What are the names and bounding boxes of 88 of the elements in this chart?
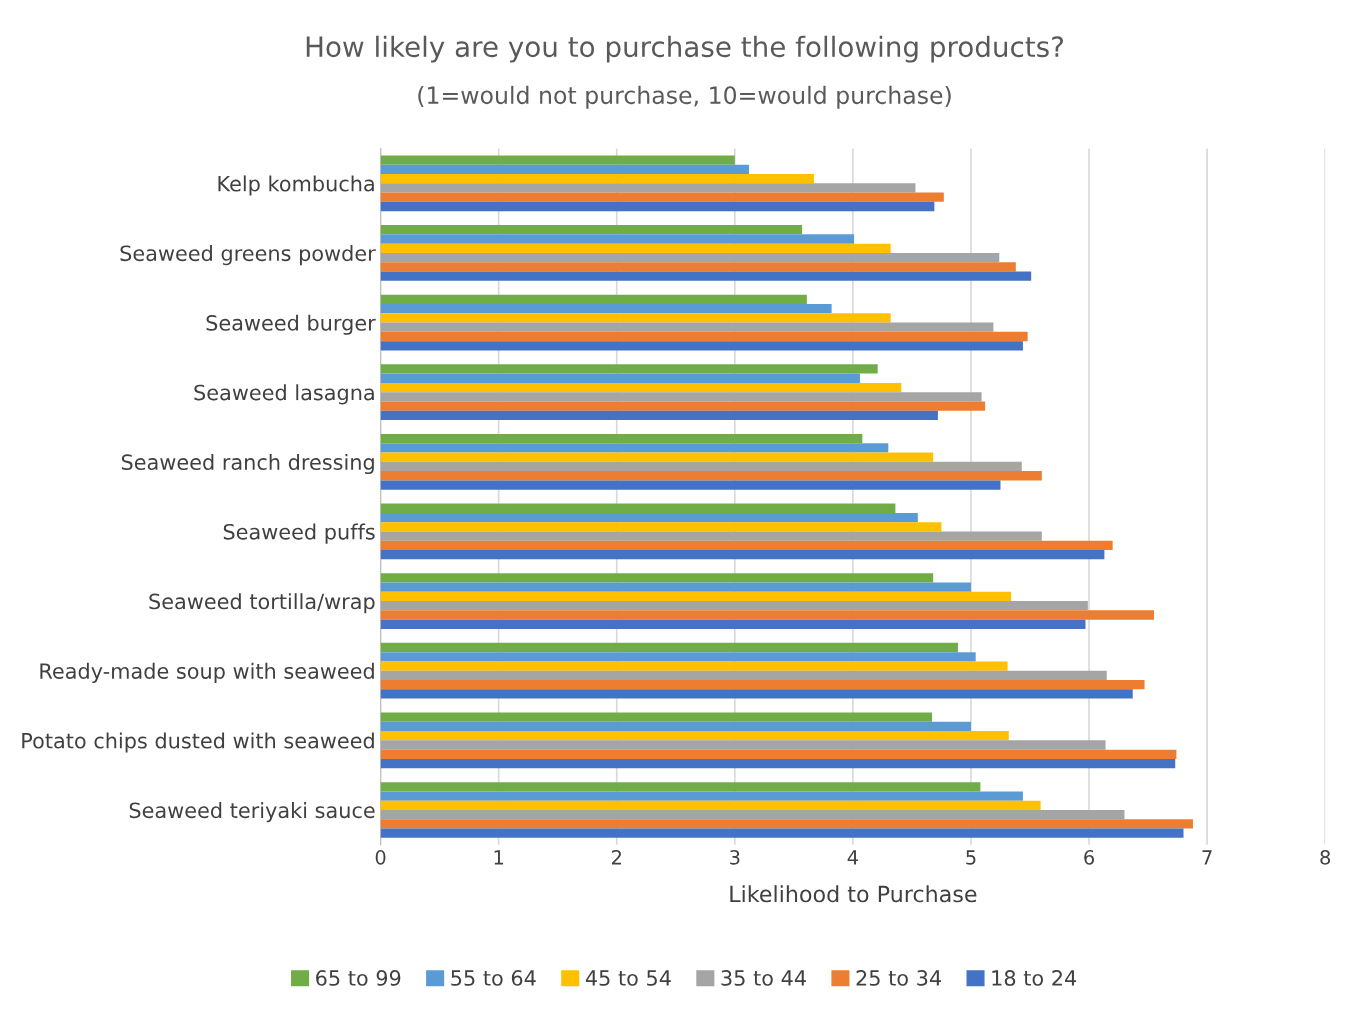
legend-label: 35 to 44: [721, 970, 806, 986]
x-tick-label: 1: [494, 850, 504, 865]
bar: [380, 601, 1088, 611]
legend-label: 25 to 34: [856, 970, 942, 986]
y-tick-label: Seaweed tortilla/wrap: [149, 593, 375, 614]
bar: [380, 591, 1012, 602]
bar: [380, 443, 889, 453]
y-tick-label: Seaweed puffs: [223, 523, 375, 544]
x-tick-label: 6: [1084, 850, 1094, 865]
bar: [380, 243, 891, 253]
y-tick-label: Seaweed ranch dressing: [121, 453, 374, 475]
bar: [380, 782, 981, 792]
bar: [380, 201, 935, 212]
bar: [380, 410, 938, 421]
bar: [380, 262, 1016, 272]
y-tick-label: Ready-made soup with seaweed: [40, 662, 374, 683]
legend-label: 55 to 64: [451, 970, 536, 986]
chart-subtitle: (1=would not purchase, 10=would purchase): [418, 85, 951, 109]
bar: [380, 164, 749, 175]
legend-label: 65 to 99: [316, 970, 401, 986]
bar: [380, 313, 891, 323]
bar: [380, 174, 814, 184]
bar: [380, 522, 942, 532]
bar: [380, 341, 1023, 351]
bar: [380, 809, 1125, 820]
bar: [380, 294, 807, 304]
bar: [380, 610, 1154, 620]
bar: [380, 271, 1032, 281]
bar: [380, 480, 1001, 490]
y-tick-label: Kelp kombucha: [218, 175, 374, 196]
bar: [380, 689, 1133, 699]
x-tick-label: 7: [1202, 850, 1212, 865]
bar: [380, 749, 1177, 759]
bar: [380, 800, 1041, 810]
bar: [380, 382, 902, 393]
bar: [380, 303, 832, 314]
bar: [380, 652, 976, 662]
bar: [380, 234, 855, 244]
bar: [380, 619, 1086, 629]
bar: [380, 712, 932, 722]
bar: [380, 183, 916, 193]
x-axis-title: Likelihood to Purchase: [730, 885, 977, 903]
bar: [380, 670, 1107, 680]
y-tick-label: Seaweed burger: [206, 314, 376, 335]
bar: [380, 540, 1113, 551]
bar: [380, 452, 934, 462]
bar: [380, 758, 1176, 769]
bar: [380, 503, 896, 513]
bar: [380, 661, 1008, 671]
y-tick-label: Seaweed teriyaki sauce: [129, 802, 375, 823]
bar: [380, 433, 863, 444]
bar: [380, 680, 1145, 690]
bar: [380, 155, 735, 165]
x-tick-label: 2: [611, 850, 621, 865]
bar: [380, 192, 944, 202]
bar: [380, 573, 934, 583]
bar: [380, 373, 860, 383]
y-tick-label: Seaweed greens powder: [120, 245, 376, 266]
bar: [380, 550, 1105, 560]
bar: [380, 721, 971, 732]
x-tick-label: 3: [730, 850, 740, 865]
legend-label: 18 to 24: [992, 970, 1077, 986]
bar: [380, 331, 1028, 342]
bar: [380, 322, 994, 332]
y-tick-label: Seaweed lasagna: [194, 384, 374, 405]
x-tick-label: 4: [847, 850, 858, 865]
bar: [380, 252, 1000, 263]
bar: [380, 392, 982, 402]
bar: [380, 819, 1193, 829]
x-tick-label: 5: [966, 850, 976, 865]
bar: [380, 364, 878, 374]
bar: [380, 731, 1009, 741]
chart-title: How likely are you to purchase the following products?: [306, 35, 1063, 63]
bar: [380, 471, 1042, 481]
x-tick-label: 8: [1320, 850, 1331, 865]
x-tick-label: 0: [375, 850, 386, 865]
bar: [380, 642, 958, 653]
bar: [380, 531, 1042, 541]
bar: [380, 828, 1184, 838]
bar: [380, 512, 918, 523]
bar: [380, 401, 986, 411]
bar: [380, 791, 1023, 801]
bar: [380, 740, 1106, 750]
y-tick-label: Potato chips dusted with seaweed: [22, 732, 374, 753]
legend-label: 45 to 54: [585, 970, 671, 986]
bar: [380, 582, 971, 592]
bar: [380, 225, 803, 235]
bar: [380, 461, 1022, 472]
